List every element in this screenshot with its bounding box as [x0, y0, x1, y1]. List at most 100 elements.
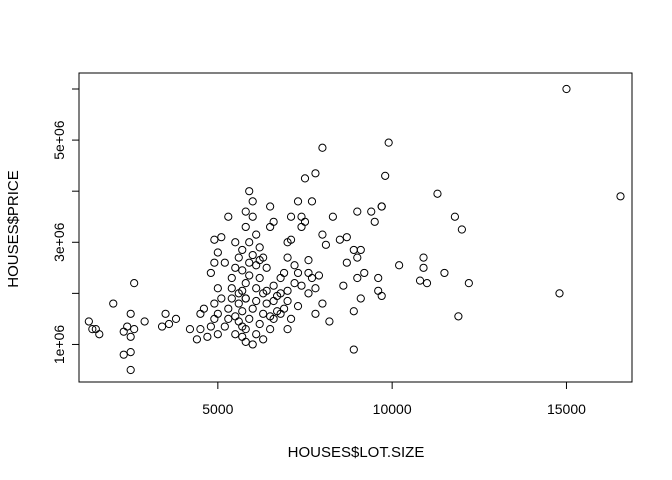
x-axis: 5000 10000 15000 — [202, 381, 586, 417]
data-point — [245, 271, 254, 280]
data-point — [224, 212, 233, 221]
data-point — [210, 235, 219, 244]
data-point — [196, 325, 205, 334]
data-point — [213, 284, 222, 293]
data-point — [157, 322, 167, 331]
data-point — [356, 245, 365, 255]
data-point — [231, 312, 240, 321]
data-point — [266, 202, 275, 211]
data-point — [231, 330, 240, 339]
data-point — [164, 319, 174, 329]
data-point — [318, 230, 327, 239]
data-point — [88, 325, 97, 334]
data-point — [311, 284, 320, 293]
data-point — [161, 309, 170, 318]
data-point — [95, 330, 104, 339]
data-point — [370, 217, 379, 226]
data-point — [307, 197, 317, 206]
data-point — [224, 304, 233, 313]
data-points — [84, 84, 625, 375]
data-point — [318, 143, 327, 152]
data-point — [213, 330, 222, 339]
data-point — [314, 271, 324, 280]
data-point — [342, 233, 351, 242]
data-point — [252, 330, 261, 339]
data-point — [252, 230, 261, 239]
data-point — [262, 286, 271, 295]
data-point — [227, 294, 236, 303]
data-point — [245, 238, 254, 247]
data-point — [367, 207, 376, 216]
data-point — [266, 312, 275, 321]
data-point — [217, 233, 226, 242]
data-point — [248, 340, 257, 349]
data-point — [381, 171, 390, 180]
data-point — [238, 245, 247, 255]
data-point — [304, 268, 313, 278]
data-point — [140, 317, 149, 326]
data-point — [126, 332, 135, 341]
data-point — [290, 279, 299, 288]
data-point — [238, 322, 247, 331]
data-point — [126, 309, 135, 318]
data-point — [262, 299, 271, 308]
data-point — [342, 258, 351, 267]
data-point — [325, 317, 334, 326]
data-point — [293, 302, 303, 311]
data-point — [353, 273, 362, 283]
data-point — [241, 207, 250, 216]
data-point — [377, 202, 386, 211]
x-tick-label: 10000 — [373, 401, 412, 417]
data-point — [433, 189, 442, 198]
data-point — [616, 192, 625, 201]
data-point — [464, 279, 473, 288]
data-point — [384, 138, 393, 147]
data-point — [252, 284, 261, 293]
data-point — [241, 337, 250, 346]
data-point — [171, 314, 181, 324]
data-point — [227, 284, 236, 293]
data-point — [217, 294, 226, 303]
data-point — [374, 286, 383, 295]
data-point — [224, 314, 233, 324]
data-point — [286, 314, 296, 324]
data-point — [210, 258, 219, 267]
y-axis: 1e+06 3e+06 5e+06 — [51, 88, 80, 364]
data-point — [273, 307, 282, 316]
data-point — [349, 307, 358, 316]
data-point — [126, 365, 135, 375]
data-point — [206, 322, 215, 331]
y-tick-label: 5e+06 — [51, 120, 67, 160]
data-point — [119, 350, 128, 359]
data-point — [220, 322, 229, 331]
data-point — [109, 299, 118, 308]
data-point — [248, 197, 257, 206]
data-point — [248, 304, 257, 313]
data-point — [353, 207, 362, 216]
data-point — [293, 268, 303, 278]
data-point — [231, 238, 240, 247]
y-tick-label: 3e+06 — [51, 222, 67, 262]
data-point — [227, 273, 236, 283]
data-point — [304, 289, 313, 298]
data-point — [328, 212, 337, 221]
data-point — [259, 309, 268, 318]
data-point — [304, 256, 313, 265]
data-point — [269, 217, 278, 226]
data-point — [255, 273, 264, 283]
y-axis-title: HOUSES$PRICE — [5, 170, 22, 288]
data-point — [269, 281, 278, 290]
data-point — [210, 299, 219, 308]
data-point — [259, 335, 268, 344]
data-point — [273, 291, 282, 301]
data-point — [339, 281, 348, 290]
data-point — [245, 258, 254, 267]
data-point — [130, 279, 139, 288]
data-point — [311, 169, 320, 178]
data-point — [311, 309, 320, 318]
data-point — [185, 325, 195, 334]
data-point — [419, 253, 428, 262]
data-point — [555, 289, 564, 298]
data-point — [241, 279, 250, 288]
